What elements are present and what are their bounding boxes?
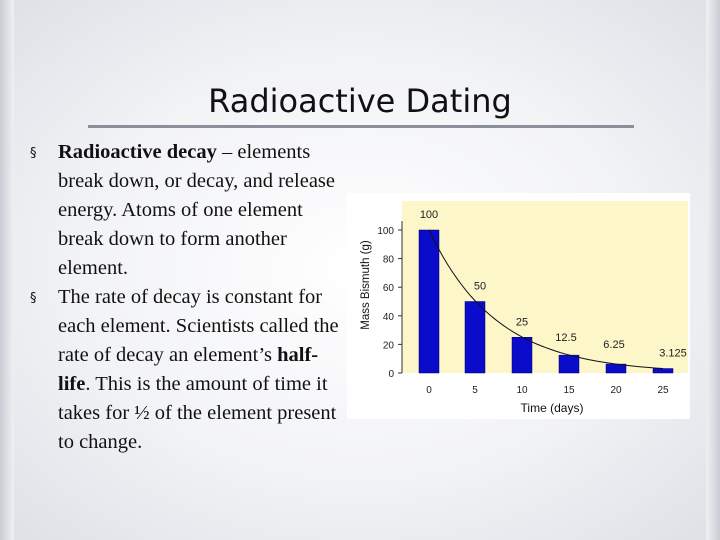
- term-radioactive-decay: Radioactive decay: [58, 141, 217, 163]
- data-label: 12.5: [555, 332, 576, 344]
- half-life-chart: 0 20 40 60 80 100 Mass Bismuth (g) 0 5 10 15 20 25 10…: [347, 193, 690, 419]
- data-label: 100: [420, 209, 438, 221]
- y-tick-label: 60: [383, 283, 395, 294]
- title-underline: [88, 125, 634, 128]
- y-tick-label: 100: [377, 226, 394, 237]
- plot-area: [402, 201, 688, 373]
- data-label: 25: [516, 316, 528, 328]
- bullet-item-radioactive-decay: § Radioactive decay – elements break down…: [30, 138, 340, 283]
- x-tick-label: 0: [426, 385, 432, 396]
- bullet-marker: §: [30, 291, 37, 306]
- bar: [652, 368, 674, 374]
- bullet-item-half-life: § The rate of decay is constant for each …: [30, 283, 340, 457]
- y-axis-label: Mass Bismuth (g): [360, 240, 372, 330]
- y-tick-label: 20: [383, 340, 395, 351]
- bar: [511, 337, 533, 374]
- x-tick-label: 15: [563, 385, 575, 396]
- bullet-list: § Radioactive decay – elements break down…: [30, 138, 340, 457]
- y-tick-label: 40: [383, 312, 395, 323]
- x-axis-label: Time (days): [521, 401, 584, 415]
- data-label: 50: [474, 281, 486, 293]
- x-tick-label: 5: [472, 385, 478, 396]
- bar: [464, 301, 486, 374]
- trend-curve: [428, 229, 664, 369]
- slide-left-edge: [0, 0, 14, 540]
- x-tick-label: 20: [610, 385, 622, 396]
- x-tick-label: 10: [516, 385, 528, 396]
- slide-title: Radioactive Dating: [208, 82, 512, 120]
- bullet-text: – elements break down, or decay, and rel…: [58, 141, 335, 279]
- y-tick-label: 0: [388, 369, 394, 380]
- y-tick-label: 80: [383, 255, 395, 266]
- bar: [558, 354, 580, 374]
- x-tick-label: 25: [657, 385, 669, 396]
- bullet-text-pre: The rate of decay is constant for each e…: [58, 286, 339, 366]
- bullet-text-post: . This is the amount of time it takes fo…: [58, 373, 337, 453]
- term-half-life: half-life: [58, 344, 319, 395]
- bar: [418, 229, 440, 374]
- data-label: 6.25: [603, 339, 624, 351]
- slide-right-edge: [706, 0, 720, 540]
- data-label: 3.125: [659, 348, 687, 360]
- bullet-marker: §: [30, 146, 37, 161]
